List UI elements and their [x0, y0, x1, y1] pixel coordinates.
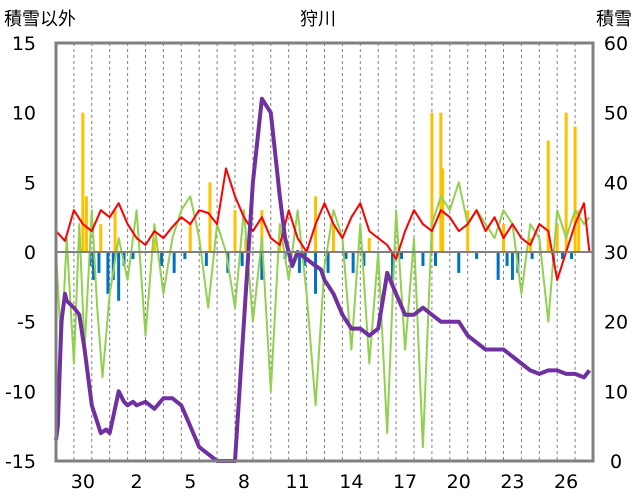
plot-frame: [54, 41, 595, 463]
negative_bar-bar: [297, 252, 301, 273]
precipitation-bar: [573, 126, 577, 252]
negative_bar-bar: [344, 252, 348, 259]
x-tick: 11: [286, 471, 310, 493]
x-tick: 23: [500, 471, 524, 493]
left-y-tick: 0: [24, 242, 36, 264]
negative_bar-bar: [314, 252, 318, 294]
precipitation-bar: [367, 238, 371, 252]
negative_bar-bar: [183, 252, 187, 259]
left-y-tick: 10: [12, 103, 36, 125]
negative_bar-bar: [160, 252, 164, 266]
right-y-tick: 30: [604, 242, 628, 264]
negative_bar-bar: [530, 252, 534, 259]
chart-title: 狩川: [300, 9, 336, 30]
negative_bar-bar: [106, 252, 110, 294]
negative_bar-bar: [421, 252, 425, 266]
x-tick: 8: [238, 471, 250, 493]
left-y-tick: 15: [12, 33, 36, 55]
negative_bar-bar: [97, 252, 101, 273]
negative_bar-bar: [510, 252, 514, 280]
snow-line: [54, 96, 591, 463]
precipitation-bar: [430, 112, 434, 253]
x-tick: 26: [554, 471, 578, 493]
negative_bar-bar: [570, 252, 574, 259]
left-y-tick: -10: [5, 381, 36, 403]
x-tick: 20: [447, 471, 471, 493]
precipitation-bar: [152, 238, 156, 252]
negative_bar-bar: [391, 252, 395, 280]
x-tick: 2: [131, 471, 143, 493]
precipitation-bar: [546, 140, 550, 252]
precipitation-bar: [233, 210, 237, 252]
precipitation-bar: [439, 112, 443, 253]
left-axis-label: 積雪以外: [4, 9, 76, 30]
right-y-tick: 10: [604, 381, 628, 403]
temperature-line: [55, 167, 591, 281]
negative_bar-bar: [362, 252, 366, 266]
negative_bar-bar: [204, 252, 208, 266]
precipitation-bar: [188, 224, 192, 252]
x-tick: 17: [393, 471, 417, 493]
right-y-tick: 0: [610, 451, 622, 473]
right-y-tick: 40: [604, 172, 628, 194]
right-y-tick: 20: [604, 312, 628, 334]
negative_bar-bar: [475, 252, 479, 259]
negative_bar-bar: [131, 252, 135, 259]
negative_bar-bar: [399, 252, 403, 259]
precipitation-bar: [81, 112, 85, 253]
precipitation-bar: [555, 224, 559, 252]
negative_bar-bar: [505, 252, 509, 266]
negative_bar-bar: [117, 252, 121, 301]
grid-lines: [73, 43, 576, 461]
negative_bar-bar: [433, 252, 437, 266]
precipitation-bar: [441, 168, 445, 252]
precipitation-bar: [208, 182, 212, 252]
precipitation-bar: [331, 224, 335, 252]
right-axis-label: 積雪: [596, 9, 632, 30]
left-y-tick: 5: [24, 172, 36, 194]
negative_bar-bar: [561, 252, 565, 259]
bars: [81, 112, 581, 301]
series-lines: [54, 96, 591, 463]
left-y-tick: -5: [17, 312, 36, 334]
precipitation-bar: [466, 210, 470, 252]
x-tick: 5: [184, 471, 196, 493]
negative_bar-bar: [457, 252, 461, 273]
left-y-tick: -15: [5, 451, 36, 473]
negative_bar-bar: [240, 252, 244, 266]
wind-line: [55, 181, 591, 449]
precipitation-bar: [577, 210, 581, 252]
precipitation-bar: [113, 210, 117, 252]
negative_bar-bar: [351, 252, 355, 273]
precipitation-bar: [84, 196, 88, 252]
negative_bar-bar: [92, 252, 96, 280]
negative_bar-bar: [260, 252, 264, 280]
negative_bar-bar: [172, 252, 176, 273]
negative_bar-bar: [496, 252, 500, 280]
negative_bar-bar: [326, 252, 330, 273]
x-tick: 30: [71, 471, 95, 493]
right-y-tick: 60: [604, 33, 628, 55]
precipitation-bar: [260, 210, 264, 252]
right-y-tick: 50: [604, 103, 628, 125]
precipitation-bar: [99, 224, 103, 252]
x-tick: 14: [339, 471, 363, 493]
precipitation-bar: [564, 112, 568, 253]
